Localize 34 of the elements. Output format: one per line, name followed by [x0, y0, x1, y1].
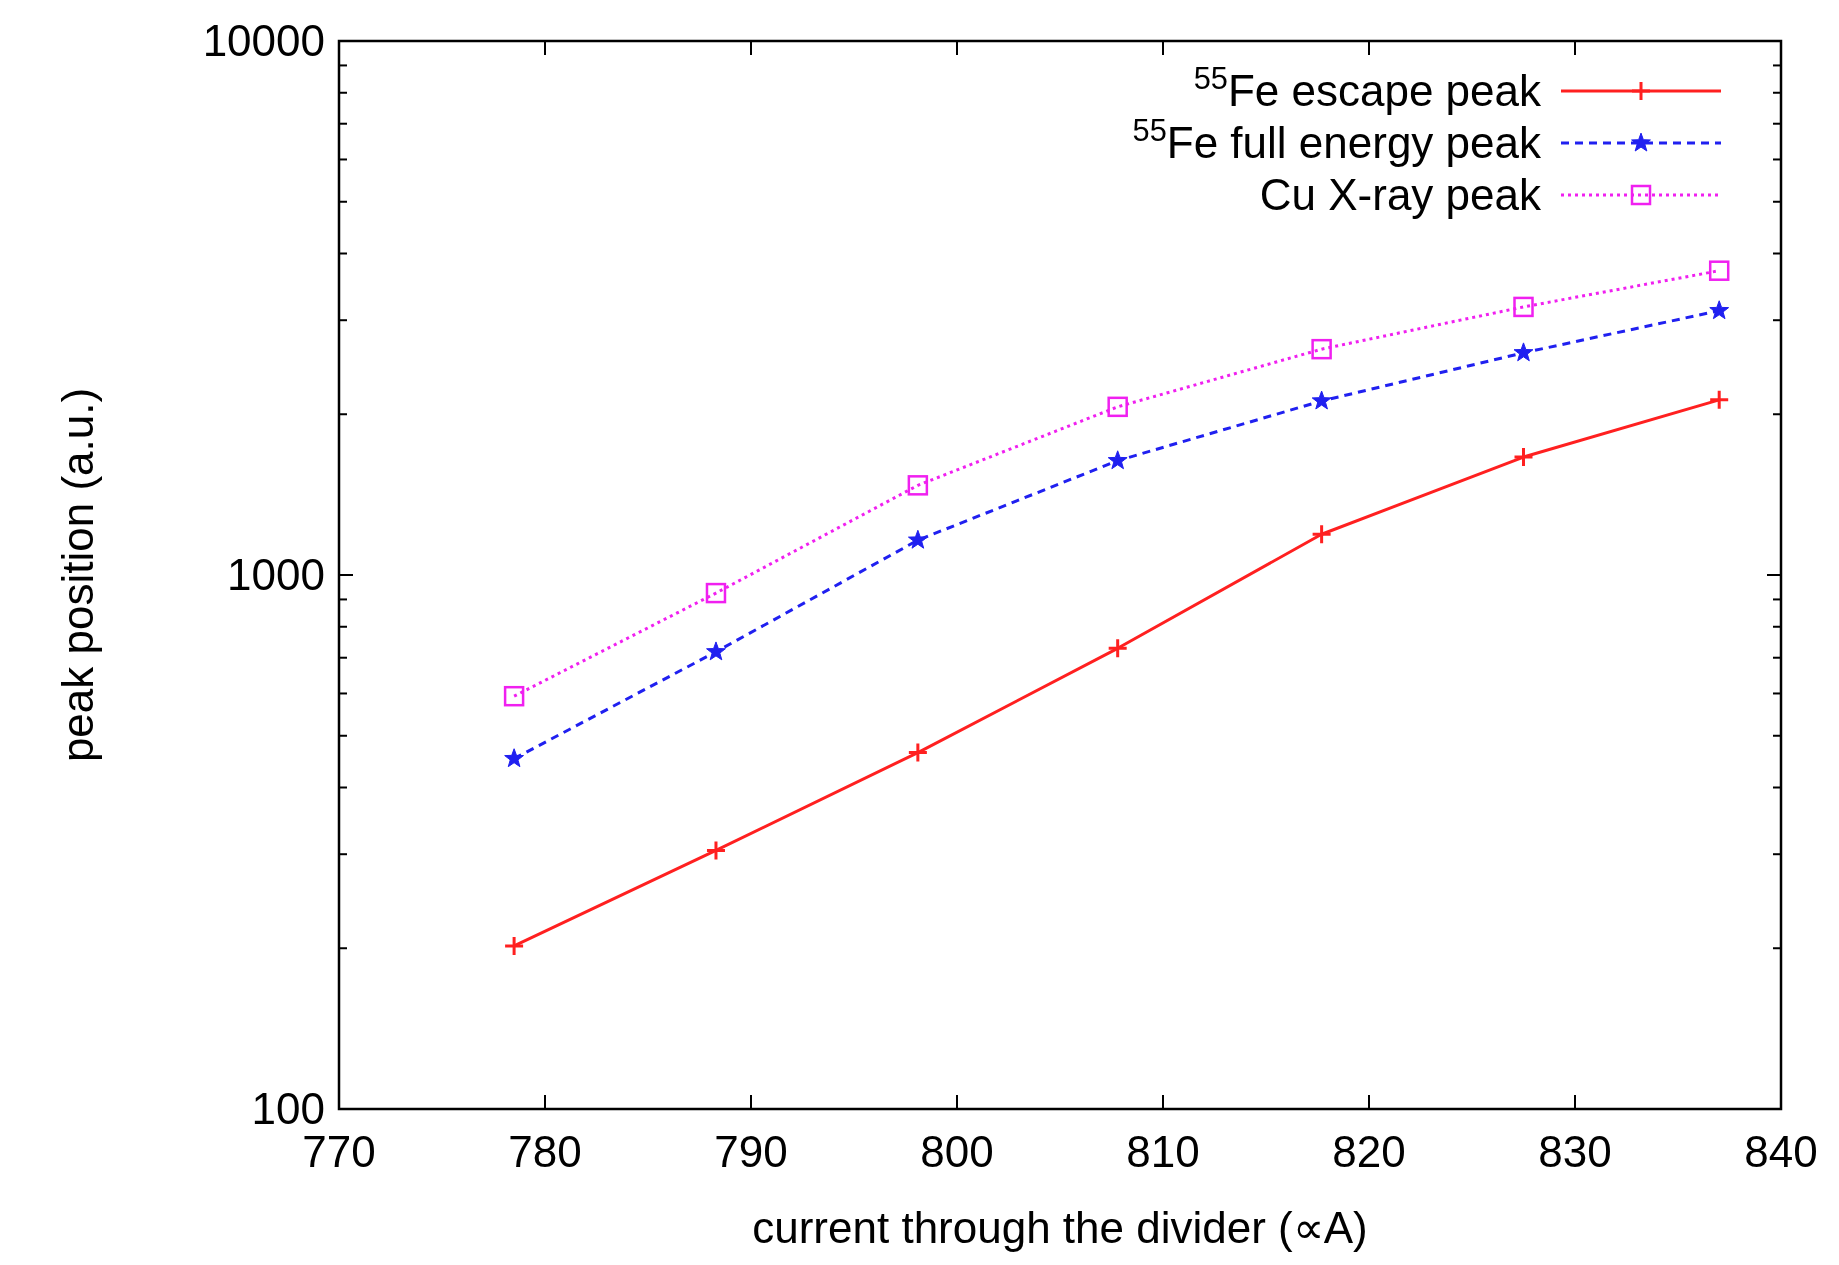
y-tick-label: 1000 — [227, 550, 325, 599]
point — [1311, 523, 1333, 545]
point — [705, 839, 727, 861]
point — [1107, 396, 1128, 418]
x-tick-label: 800 — [920, 1127, 994, 1176]
y-axis-title: peak position (a.u.) — [53, 387, 102, 763]
x-tick-label: 810 — [1126, 1127, 1200, 1176]
point — [1107, 450, 1128, 470]
point — [1107, 637, 1129, 659]
y-tick-label: 10000 — [202, 16, 325, 65]
point — [1513, 342, 1534, 362]
point — [1311, 390, 1332, 410]
x-tick-label: 840 — [1744, 1127, 1818, 1176]
x-tick-label: 820 — [1332, 1127, 1406, 1176]
point — [907, 475, 929, 496]
point — [503, 935, 525, 957]
legend-label: Cu X-ray peak — [1259, 170, 1542, 219]
point — [907, 529, 928, 549]
point — [1311, 338, 1332, 360]
point — [1513, 446, 1534, 468]
point — [1708, 260, 1730, 281]
x-axis-title: current through the divider (∝A) — [752, 1203, 1368, 1252]
x-tick-label: 790 — [714, 1127, 788, 1176]
point — [1709, 300, 1730, 320]
legend-label: $^{55}$Fe escape peak — [1193, 60, 1542, 115]
x-tick-label: 830 — [1538, 1127, 1612, 1176]
point — [1708, 389, 1730, 411]
x-tick-label: 780 — [508, 1127, 582, 1176]
point — [706, 641, 726, 661]
point — [907, 742, 929, 764]
point — [504, 748, 525, 768]
point — [503, 685, 525, 707]
point — [705, 582, 727, 604]
point — [1513, 296, 1534, 318]
